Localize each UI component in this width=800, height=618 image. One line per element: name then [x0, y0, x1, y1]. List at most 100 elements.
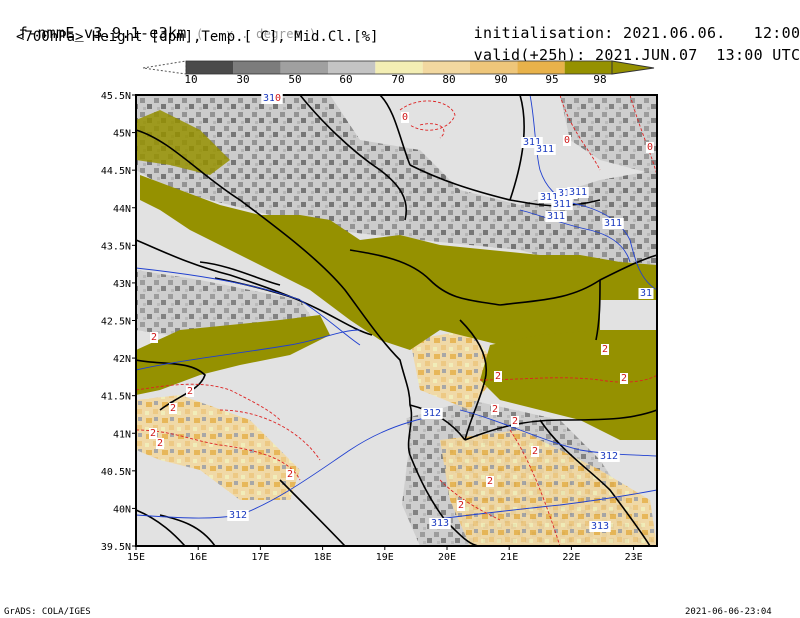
lat-label: 41.5N: [101, 392, 131, 403]
lat-label: 44.5N: [101, 166, 131, 177]
init-value: 2021.06.06. 12:00 UTC: [622, 24, 800, 42]
height-contour-label: 311: [558, 188, 576, 199]
valid-label: valid(+25h):: [473, 46, 586, 64]
temperature-contour-label: 0: [402, 112, 408, 123]
temperature-contour-label: 2: [150, 428, 156, 439]
height-contour-label: 310: [263, 93, 281, 104]
lon-label: 18E: [314, 552, 332, 563]
lat-label: 43N: [113, 279, 131, 290]
cloud-olive-band-north: [140, 175, 657, 350]
temperature-contour-label: 2: [187, 386, 193, 397]
height-contour-label: 311: [523, 137, 541, 148]
legend-label: 90: [494, 73, 508, 86]
temperature-contour-label: 2: [532, 446, 538, 457]
height-contour-label: 311: [547, 211, 565, 222]
lat-label: 43.5N: [101, 241, 131, 252]
temperature-contour-label: 2: [602, 344, 608, 355]
temperature-contour-label: 2: [170, 403, 176, 414]
height-contour-label: 311: [604, 218, 622, 229]
temperature-contour-label: 2: [157, 438, 163, 449]
height-contour-label: 312: [423, 408, 441, 419]
grid-resolution: ( . x . degree ): [195, 27, 317, 41]
height-contour-label: 31: [640, 288, 652, 299]
temperature-contour-label: 0: [647, 142, 653, 153]
colorbar-right-arrow: [611, 60, 655, 75]
legend-label: 80: [442, 73, 456, 86]
lon-label: 19E: [376, 552, 394, 563]
legend-label: 10: [184, 73, 198, 86]
footer-right: 2021-06-06-23:04: [685, 607, 772, 617]
height-contour-label: 312: [229, 510, 247, 521]
height-contour-label: 311: [536, 144, 554, 155]
colorbar-swatch: [375, 61, 423, 74]
height-labels: 3103113113113113113113113113131231231231…: [227, 93, 654, 532]
coastlines: [136, 95, 657, 546]
colorbar-swatch: [186, 61, 234, 74]
temperature-contour-label: 2: [495, 371, 501, 382]
cloud-olive-band-east: [480, 330, 657, 440]
cloud-yellow-center: [410, 330, 500, 410]
temperature-contour-label: 2: [287, 469, 293, 480]
colorbar-swatch: [280, 61, 328, 74]
colorbar: [142, 60, 655, 75]
colorbar-swatch: [517, 61, 565, 74]
cloud-grey-ne: [560, 95, 657, 175]
temperature-contour-label: 0: [275, 93, 281, 104]
lon-label: 15E: [127, 552, 145, 563]
lat-label: 41N: [113, 429, 131, 440]
cloud-grey-north: [136, 95, 657, 290]
lon-label: 17E: [251, 552, 269, 563]
colorbar-swatch: [233, 61, 281, 74]
lat-label: 44N: [113, 204, 131, 215]
lat-label: 42N: [113, 354, 131, 365]
model-title: f-nmmE_v3.9.1-e3km: [18, 24, 187, 42]
init-label: initialisation:: [473, 24, 614, 42]
cloud-olive-band-west: [136, 315, 330, 395]
lat-label: 39.5N: [101, 542, 131, 553]
lon-label: 20E: [438, 552, 456, 563]
temperature-contour-label: 2: [492, 404, 498, 415]
height-contour-label: 313: [431, 518, 449, 529]
lon-label: 21E: [500, 552, 518, 563]
temperature-contour-label: 2: [151, 332, 157, 343]
colorbar-swatch: [328, 61, 376, 74]
cloud-olive-patch-nw: [136, 110, 230, 175]
temperature-contour-label: 2: [621, 373, 627, 384]
legend-label: 50: [288, 73, 302, 86]
valid-value: 2021.JUN.07 13:00 UTC: [595, 46, 800, 64]
lat-label: 40.5N: [101, 467, 131, 478]
legend-label: 30: [236, 73, 250, 86]
cloud-yellow-sw: [136, 395, 300, 500]
temperature-contour-label: 2: [487, 476, 493, 487]
legend-label: 98: [593, 73, 607, 86]
lat-label: 40N: [113, 504, 131, 515]
footer-left: GrADS: COLA/IGES: [4, 607, 91, 617]
height-contour-label: 311: [553, 199, 571, 210]
height-contour-label: 311: [540, 192, 558, 203]
legend-label: 95: [545, 73, 559, 86]
lat-label: 42.5N: [101, 317, 131, 328]
colorbar-swatch: [564, 61, 612, 74]
field-description: <700hPa> Height [dpm],Temp.[ C], Mid.Cl.…: [16, 29, 379, 45]
colorbar-swatch: [470, 61, 518, 74]
colorbar-swatch: [422, 61, 470, 74]
lon-label: 23E: [625, 552, 643, 563]
legend-label: 60: [339, 73, 353, 86]
legend-label: 70: [391, 73, 405, 86]
temperature-contour-label: 2: [458, 500, 464, 511]
height-contour-label: 312: [600, 451, 618, 462]
temperature-contour-label: 0: [564, 135, 570, 146]
lon-label: 22E: [562, 552, 580, 563]
axes: 15E 16E 17E 18E 19E 20E 21E 22E 23E 45.5N 45N 44.5N…: [101, 91, 643, 563]
lat-label: 45N: [113, 129, 131, 140]
lon-label: 16E: [189, 552, 207, 563]
clear-area-ionian: [136, 470, 240, 546]
lat-label: 45.5N: [101, 91, 131, 102]
height-contour-label: 313: [591, 521, 609, 532]
temperature-contours: [136, 95, 657, 546]
temperature-contour-label: 2: [512, 416, 518, 427]
height-contour-label: 311: [569, 187, 587, 198]
colorbar-left-arrow: [142, 60, 187, 75]
